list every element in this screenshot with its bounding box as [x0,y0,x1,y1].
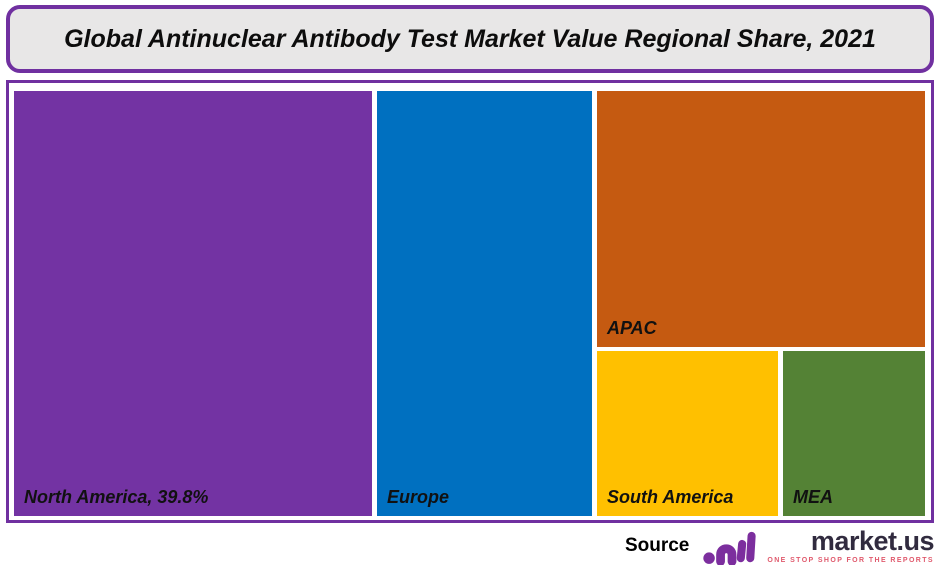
treemap-label-north-america: North America, 39.8% [24,487,209,507]
marketus-brand: market.us ONE STOP SHOP FOR THE REPORTS [767,526,935,565]
treemap-label-apac: APAC [607,318,657,338]
treemap-label-mea: MEA [793,487,833,507]
treemap-block-north-america: North America, 39.8% [14,91,372,516]
treemap-block-apac: APAC [597,91,925,347]
marketus-logo-icon [703,531,757,565]
treemap-label-europe: Europe [387,487,450,507]
source-attribution: Source market.us ONE STOP SHOP FOR THE R… [624,526,935,565]
marketus-brand-tagline: ONE STOP SHOP FOR THE REPORTS [767,557,934,564]
treemap-block-europe: Europe [377,91,592,516]
marketus-brand-name: market.us [810,526,935,556]
chart-title-box: Global Antinuclear Antibody Test Market … [6,5,934,73]
treemap: North America, 39.8% Europe APAC South A… [6,80,934,523]
treemap-block-south-america: South America [597,351,778,516]
source-label: Source [624,535,690,556]
chart-title: Global Antinuclear Antibody Test Market … [64,24,876,53]
treemap-label-south-america: South America [607,487,734,507]
treemap-block-mea: MEA [783,351,925,516]
